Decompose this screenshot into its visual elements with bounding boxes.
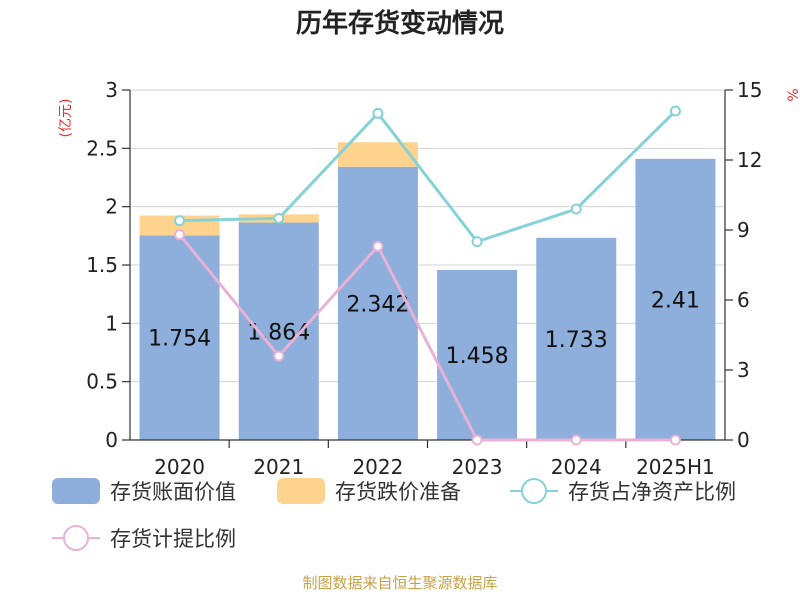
legend-item: 存货计提比例 [52,525,236,551]
left-tick-label: 0 [105,428,118,452]
legend-item: 存货跌价准备 [277,478,461,504]
x-tick-label: 2022 [352,455,403,479]
legend-marker [521,478,547,504]
line-point [174,215,186,227]
legend-swatch [277,478,325,504]
x-tick-label: 2024 [551,455,602,479]
bar-data-label: 1.458 [446,344,509,369]
legend-label: 存货计提比例 [110,527,236,551]
right-tick-label: 12 [737,148,762,172]
left-tick-label: 3 [105,78,118,102]
right-tick-label: 0 [737,428,750,452]
bar-book-value [437,269,518,440]
line-point [372,240,384,252]
line-point [273,350,285,362]
bar-data-label: 1.733 [545,328,608,353]
legend-swatch [52,478,100,504]
line-point [273,212,285,224]
line-point [570,434,582,446]
line-point [471,434,483,446]
left-tick-label: 1.5 [86,253,118,277]
line-point [372,107,384,119]
line-point [669,434,681,446]
right-tick-label: 6 [737,288,750,312]
right-tick-label: 3 [737,358,750,382]
line-point [174,229,186,241]
line-point [669,105,681,117]
line-point [570,203,582,215]
legend-label: 存货跌价准备 [335,480,461,504]
x-tick-label: 2023 [452,455,503,479]
line-provision-ratio [178,233,676,442]
left-tick-label: 2.5 [86,136,118,160]
line-inventory-to-net-assets [179,109,677,244]
legend-label: 存货占净资产比例 [568,480,736,504]
line-point [471,236,483,248]
left-tick-label: 0.5 [86,370,118,394]
right-axis-unit: % [786,88,800,101]
bar-book-value [337,166,418,440]
lines [174,105,681,446]
chart-title: 历年存货变动情况 [296,8,504,39]
x-tick-label: 2020 [154,455,205,479]
bar-book-value [635,158,716,441]
left-axis-unit: (亿元) [58,99,74,138]
right-tick-label: 9 [737,218,750,242]
legend-item: 存货账面价值 [52,478,236,504]
left-tick-label: 2 [105,195,118,219]
bar-book-value [238,222,319,440]
x-tick-label: 2021 [253,455,304,479]
bar-data-label: 2.342 [346,292,409,317]
x-tick-label: 2025H1 [636,455,715,479]
legend-label: 存货账面价值 [110,480,236,504]
bar-book-value [536,237,617,440]
left-tick-label: 1 [105,311,118,335]
legend-marker [63,525,89,551]
bar-impairment [337,142,418,167]
axes: 0 0.5 1 1.5 2 2.5 3 0 3 6 9 12 15 2020 2021 2022 2023 202… [86,78,762,479]
legend-item: 存货占净资产比例 [510,478,736,504]
bar-data-label: 1.754 [148,327,211,352]
gridlines [130,89,725,383]
data-source: 制图数据来自恒生聚源数据库 [302,574,497,592]
right-tick-label: 15 [737,78,762,102]
bar-data-label: 2.41 [651,288,700,313]
